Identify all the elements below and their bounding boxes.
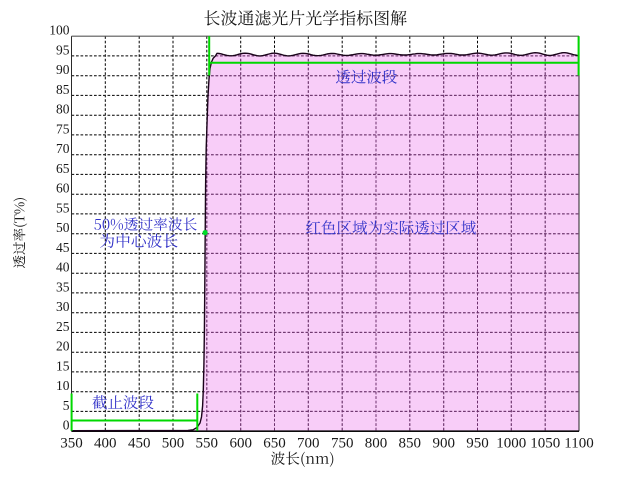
svg-text:1100: 1100 [564,435,593,451]
svg-text:50: 50 [56,220,70,235]
svg-text:15: 15 [56,358,70,373]
svg-text:550: 550 [196,435,219,451]
svg-text:65: 65 [56,161,70,176]
svg-text:55: 55 [56,200,70,215]
svg-text:800: 800 [365,435,388,451]
svg-text:850: 850 [399,435,422,451]
svg-text:900: 900 [432,435,455,451]
svg-text:1050: 1050 [530,435,560,451]
svg-text:30: 30 [56,299,70,314]
svg-text:25: 25 [56,319,70,334]
svg-text:20: 20 [56,339,70,354]
svg-text:600: 600 [229,435,252,451]
svg-text:35: 35 [56,279,70,294]
svg-text:450: 450 [128,435,151,451]
svg-text:700: 700 [297,435,320,451]
svg-text:45: 45 [56,240,70,255]
svg-text:75: 75 [56,121,70,136]
svg-text:90: 90 [56,62,70,77]
svg-text:1000: 1000 [496,435,526,451]
svg-text:10: 10 [56,378,70,393]
svg-text:400: 400 [94,435,117,451]
svg-text:95: 95 [56,42,70,57]
svg-text:650: 650 [263,435,286,451]
svg-text:70: 70 [56,141,70,156]
svg-text:750: 750 [331,435,354,451]
svg-text:40: 40 [56,260,70,275]
svg-text:350: 350 [60,435,83,451]
svg-text:85: 85 [56,82,70,97]
svg-text:0: 0 [63,418,70,433]
svg-text:500: 500 [162,435,185,451]
svg-text:950: 950 [466,435,489,451]
svg-text:100: 100 [49,23,70,38]
svg-text:60: 60 [56,181,70,196]
svg-text:80: 80 [56,102,70,117]
svg-text:5: 5 [63,398,70,413]
